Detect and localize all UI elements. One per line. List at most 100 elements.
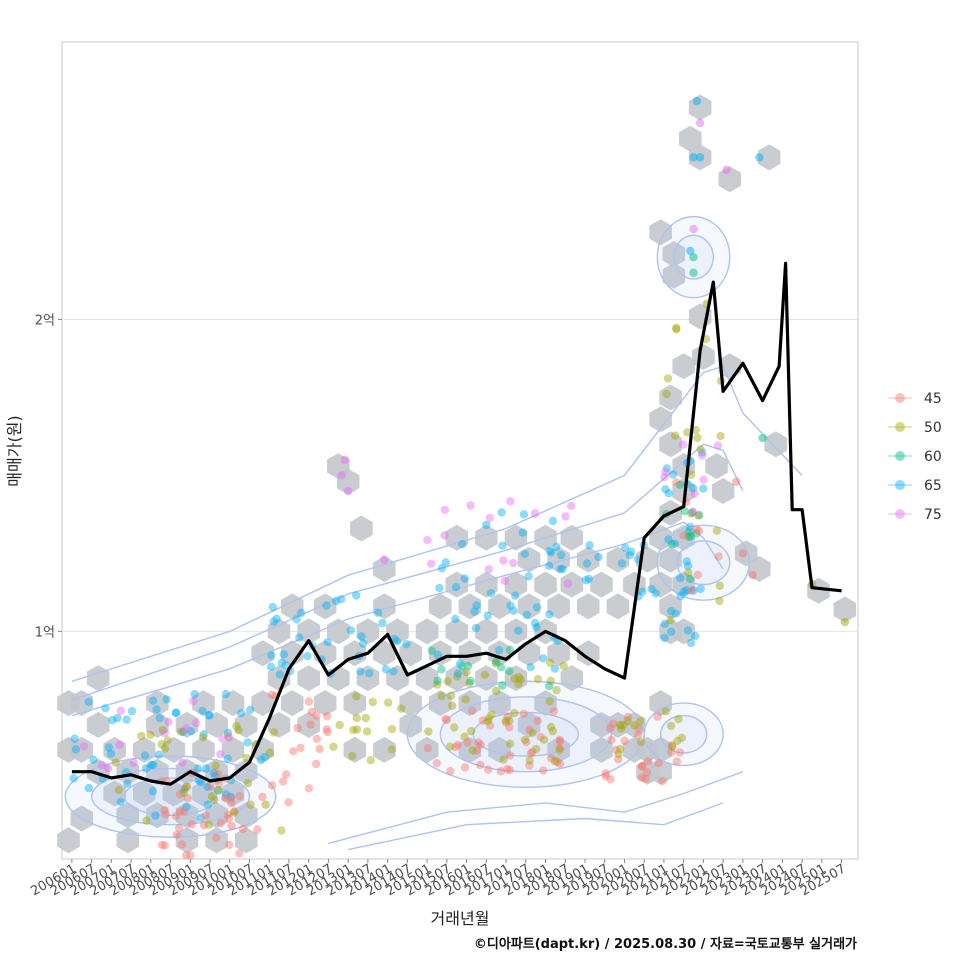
legend-label: 75 [924,507,942,523]
data-point-75 [116,706,126,715]
data-point-50 [232,721,241,731]
data-point-65 [683,626,693,635]
data-point-45 [293,723,302,733]
data-point-50 [555,745,564,755]
data-point-65 [140,751,150,760]
data-point-50 [618,721,627,730]
hexbin [623,711,646,738]
hexbin [672,571,695,598]
data-point-45 [679,531,688,540]
data-point-50 [693,433,702,443]
data-point-50 [505,739,515,748]
data-point-45 [235,791,244,801]
data-point-65 [162,695,171,704]
hexbin [679,125,702,152]
data-point-65 [695,153,705,162]
data-point-45 [505,765,514,775]
data-point-50 [204,820,214,829]
hexbin [662,262,686,289]
hexbin [70,736,93,763]
data-point-45 [694,526,704,536]
data-point-65 [203,800,212,809]
data-point-45 [503,764,512,774]
data-point-65 [89,755,98,764]
data-point-45 [667,741,677,750]
data-point-45 [304,784,314,793]
density-contour [439,696,613,773]
data-point-65 [323,638,332,647]
data-point-65 [331,596,341,606]
density-contour [643,702,724,767]
data-point-65 [402,640,411,649]
data-point-50 [443,677,452,686]
data-point-60 [688,508,697,517]
data-point-60 [433,676,442,685]
data-point-45 [549,707,558,716]
data-point-45 [738,549,748,558]
data-point-45 [206,782,215,791]
data-point-50 [387,724,397,734]
data-point-65 [180,785,189,794]
data-point-65 [199,730,208,739]
data-point-65 [661,485,670,494]
hexbin [547,736,570,763]
density-contour [659,714,708,754]
data-point-65 [205,711,214,720]
data-point-50 [352,692,361,701]
data-point-45 [624,712,633,722]
data-point-65 [581,576,591,585]
hexbin [659,431,682,458]
hexbin [267,618,291,645]
data-point-50 [677,733,687,742]
data-point-65 [337,595,346,604]
data-point-65 [190,690,199,699]
data-point-65 [69,774,78,783]
hexbin [475,524,498,551]
data-point-65 [676,573,685,583]
data-point-65 [689,153,698,162]
data-point-50 [666,615,675,625]
data-point-60 [497,663,506,672]
data-point-65 [104,743,114,752]
hexbin [577,593,600,620]
data-point-50 [545,697,555,706]
data-point-50 [559,661,568,671]
data-point-75 [216,749,225,759]
data-point-65 [660,633,669,643]
data-point-65 [620,543,630,552]
data-point-65 [558,564,567,574]
data-point-65 [275,670,285,679]
data-point-65 [123,779,132,788]
data-point-65 [243,738,252,747]
data-point-75 [129,758,138,767]
data-point-45 [472,746,481,755]
data-point-65 [545,610,554,619]
data-point-65 [532,603,542,612]
hexbin [356,665,380,692]
hexbin [504,618,528,645]
data-point-50 [615,720,625,730]
data-point-50 [468,746,477,755]
data-point-65 [667,627,676,636]
hexbin [281,690,304,717]
data-point-60 [667,540,677,549]
data-point-65 [497,508,506,517]
data-point-60 [505,666,514,676]
data-point-75 [563,579,573,588]
data-point-65 [682,586,691,595]
hexbin [764,431,787,458]
data-point-60 [498,681,507,690]
data-point-45 [607,735,616,745]
data-point-50 [198,733,208,742]
data-point-50 [384,698,393,707]
data-point-45 [307,707,317,717]
hexbin [356,618,380,645]
data-point-45 [609,719,618,728]
hexbin [577,546,600,573]
hexbin [711,478,735,504]
hexbin [833,596,857,623]
hexbin [146,711,169,738]
data-point-45 [484,765,493,774]
data-point-65 [679,587,688,596]
data-point-65 [683,561,693,571]
